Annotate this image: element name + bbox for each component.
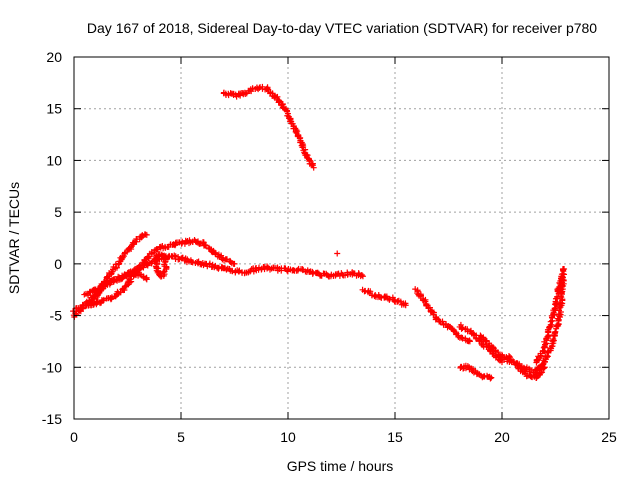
data-point (555, 285, 562, 292)
data-point (386, 295, 393, 302)
data-point (545, 328, 552, 335)
data-point (494, 349, 501, 356)
data-point (276, 98, 283, 105)
data-point (544, 349, 551, 356)
data-point (359, 273, 366, 280)
data-point (544, 352, 551, 359)
x-tick-label: 25 (601, 429, 617, 445)
data-point (542, 341, 549, 348)
x-tick-label: 20 (494, 429, 510, 445)
x-tick-label: 0 (70, 429, 78, 445)
y-tick-label: 10 (46, 152, 62, 168)
y-tick-label: -15 (42, 411, 62, 427)
data-point (459, 324, 466, 331)
data-points (70, 83, 568, 382)
data-point (108, 294, 115, 301)
data-point (235, 268, 242, 275)
data-point (547, 318, 554, 325)
data-point (561, 266, 568, 273)
data-point (466, 338, 473, 345)
data-point (148, 260, 155, 267)
data-point (426, 304, 433, 311)
y-tick-label: 20 (46, 49, 62, 65)
data-point (464, 363, 471, 370)
data-point (112, 293, 119, 300)
data-point (550, 336, 557, 343)
y-tick-label: 5 (54, 204, 62, 220)
data-point (309, 270, 316, 277)
y-tick-label: -10 (42, 359, 62, 375)
data-point (143, 276, 150, 283)
data-point (143, 231, 150, 238)
data-point (152, 255, 159, 262)
plot-frame (73, 56, 610, 420)
data-point (256, 84, 263, 91)
data-point (92, 286, 99, 293)
data-point (469, 330, 476, 337)
chart-title: Day 167 of 2018, Sidereal Day-to-day VTE… (87, 20, 597, 36)
data-point (227, 259, 234, 266)
x-tick-label: 10 (280, 429, 296, 445)
data-point (334, 250, 341, 257)
data-point (145, 253, 152, 260)
data-point (552, 328, 559, 335)
data-point (430, 311, 437, 318)
y-tick-label: 0 (54, 256, 62, 272)
data-point (561, 271, 568, 278)
data-point (100, 297, 107, 304)
data-point (526, 365, 533, 372)
x-tick-label: 15 (387, 429, 403, 445)
data-point (507, 355, 514, 362)
data-point (136, 271, 143, 278)
data-point (202, 242, 209, 249)
data-point (559, 297, 566, 304)
data-point (402, 302, 409, 309)
axis-ticks: 0 5 10 15 20 25 -15 -10 -5 0 5 10 15 20 (42, 49, 617, 445)
data-point (209, 248, 216, 255)
x-axis-label: GPS time / hours (287, 458, 394, 474)
data-point (88, 299, 95, 306)
data-point (487, 375, 494, 382)
y-axis-label: SDTVAR / TECUs (6, 182, 22, 294)
data-point (162, 258, 169, 265)
y-tick-label: -5 (50, 308, 63, 324)
data-point (310, 164, 317, 171)
data-point (414, 288, 421, 295)
data-point (533, 374, 540, 381)
y-tick-label: 15 (46, 101, 62, 117)
data-point (488, 374, 495, 381)
x-tick-label: 5 (177, 429, 185, 445)
data-point (358, 271, 365, 278)
data-point (100, 296, 107, 303)
data-point (231, 260, 238, 267)
data-point (113, 264, 120, 271)
